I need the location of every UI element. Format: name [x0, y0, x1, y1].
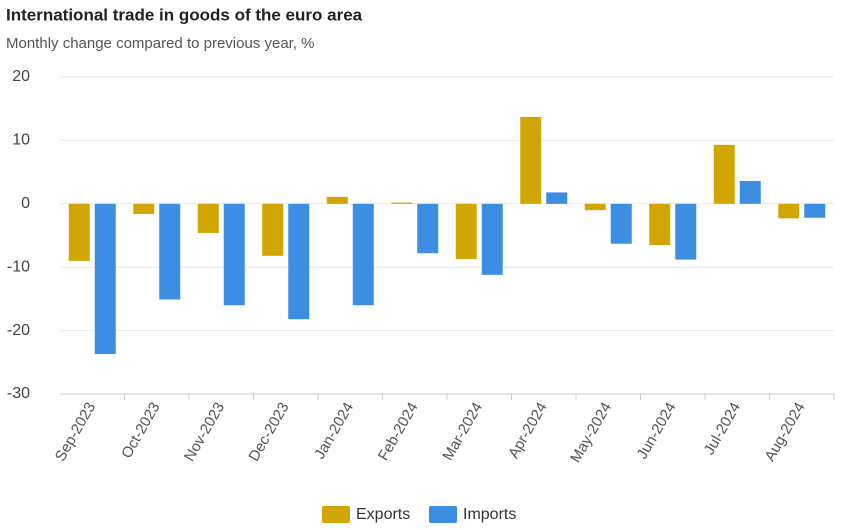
x-tick-label: Nov-2023 — [181, 399, 228, 464]
bar — [546, 192, 568, 204]
x-tick-label: Feb-2024 — [375, 399, 422, 463]
bar — [713, 144, 735, 204]
x-tick-label: May-2024 — [567, 399, 615, 465]
y-tick-label: 0 — [21, 195, 30, 212]
bar — [739, 180, 761, 204]
bar — [68, 203, 90, 261]
bar — [455, 203, 477, 259]
y-tick-label: 10 — [12, 132, 30, 149]
legend-label: Imports — [463, 506, 516, 523]
x-tick-label: Oct-2023 — [118, 399, 164, 461]
bar — [352, 203, 374, 306]
bar — [417, 203, 439, 254]
chart-subtitle: Monthly change compared to previous year… — [6, 35, 315, 52]
bar — [133, 203, 155, 214]
y-tick-label: -30 — [7, 385, 30, 402]
x-tick-label: Mar-2024 — [439, 399, 486, 463]
bar — [223, 203, 245, 306]
x-tick-label: Dec-2023 — [245, 399, 292, 464]
legend-swatch — [322, 506, 350, 523]
chart-title: International trade in goods of the euro… — [6, 5, 363, 24]
bar — [481, 203, 503, 275]
x-tick-label: Apr-2024 — [505, 399, 551, 461]
x-tick-label: Sep-2023 — [52, 399, 99, 464]
bar — [804, 203, 826, 218]
bar — [197, 203, 219, 233]
bar — [159, 203, 181, 300]
x-tick-label: Jul-2024 — [701, 399, 744, 457]
bar — [778, 203, 800, 219]
legend-label: Exports — [356, 506, 410, 523]
bar — [584, 203, 606, 211]
x-tick-label: Jun-2024 — [634, 399, 680, 462]
bar — [326, 196, 348, 204]
legend-swatch — [429, 506, 457, 523]
bar — [262, 203, 284, 256]
x-tick-label: Jan-2024 — [311, 399, 357, 462]
y-tick-label: 20 — [12, 68, 30, 85]
bar — [610, 203, 632, 244]
bar — [649, 203, 671, 246]
x-tick-label: Aug-2024 — [761, 399, 808, 464]
y-tick-label: -10 — [7, 258, 30, 275]
y-tick-label: -20 — [7, 322, 30, 339]
bar — [94, 203, 116, 355]
bar — [520, 116, 542, 204]
bar — [675, 203, 697, 260]
bar — [391, 202, 413, 204]
bar — [288, 203, 310, 320]
